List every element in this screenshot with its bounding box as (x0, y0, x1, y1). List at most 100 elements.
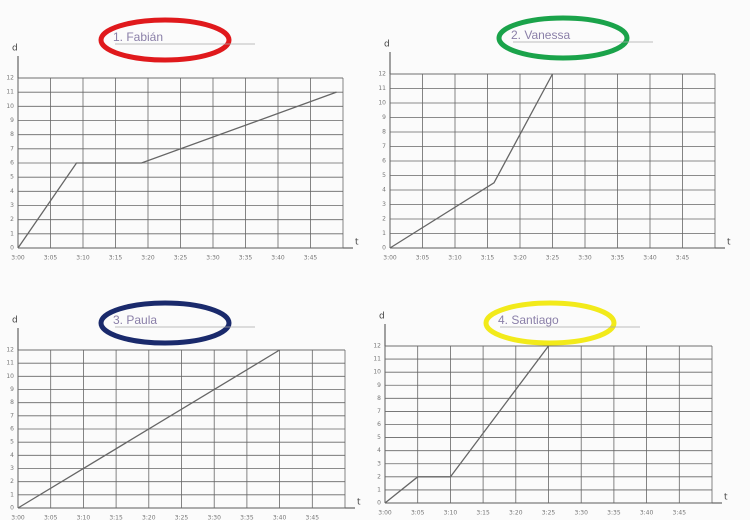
y-tick-label: 0 (382, 245, 386, 252)
y-tick-label: 11 (6, 360, 14, 367)
x-tick-label: 3:45 (676, 255, 690, 262)
y-tick-label: 6 (382, 158, 386, 165)
y-tick-label: 11 (6, 89, 14, 96)
y-tick-label: 7 (382, 143, 386, 150)
x-tick-label: 3:45 (304, 255, 318, 262)
y-axis-label: d (384, 40, 390, 50)
y-tick-label: 10 (6, 373, 14, 380)
x-tick-label: 3:30 (207, 515, 221, 520)
x-tick-label: 3:15 (476, 510, 490, 517)
y-tick-label: 2 (382, 216, 386, 223)
y-tick-label: 9 (10, 386, 14, 393)
x-axis-label: t (355, 238, 359, 248)
y-tick-label: 2 (10, 216, 14, 223)
x-tick-label: 3:40 (271, 255, 285, 262)
y-tick-label: 4 (10, 452, 14, 459)
y-tick-label: 2 (377, 473, 381, 480)
worksheet: 1. Fabiándt01234567891011123:003:053:103… (0, 0, 750, 520)
x-axis-label: t (724, 493, 728, 503)
chart-title: 4. Santiago (498, 313, 559, 327)
y-tick-label: 12 (6, 75, 14, 82)
y-tick-label: 1 (382, 230, 386, 237)
y-tick-label: 10 (6, 103, 14, 110)
chart-title: 2. Vanessa (511, 28, 570, 42)
chart-title: 1. Fabián (113, 30, 163, 44)
y-tick-label: 5 (377, 434, 381, 441)
x-tick-label: 3:40 (273, 515, 287, 520)
x-tick-label: 3:00 (383, 255, 397, 262)
x-tick-label: 3:35 (607, 510, 621, 517)
y-tick-label: 6 (10, 426, 14, 433)
y-tick-label: 4 (382, 187, 386, 194)
x-tick-label: 3:05 (411, 510, 425, 517)
x-tick-label: 3:25 (174, 255, 188, 262)
y-tick-label: 9 (377, 382, 381, 389)
x-tick-label: 3:35 (239, 255, 253, 262)
y-axis-label: d (12, 316, 18, 326)
x-tick-label: 3:25 (175, 515, 189, 520)
x-tick-label: 3:40 (643, 255, 657, 262)
y-tick-label: 2 (10, 478, 14, 485)
x-tick-label: 3:25 (542, 510, 556, 517)
y-axis-label: d (12, 44, 18, 54)
x-tick-label: 3:30 (578, 255, 592, 262)
y-tick-label: 10 (378, 100, 386, 107)
x-axis-label: t (727, 238, 731, 248)
y-tick-label: 5 (382, 172, 386, 179)
y-tick-label: 5 (10, 174, 14, 181)
x-tick-label: 3:00 (11, 255, 25, 262)
y-tick-label: 8 (377, 395, 381, 402)
y-axis-label: d (379, 312, 385, 322)
y-tick-label: 1 (10, 230, 14, 237)
x-tick-label: 3:20 (141, 255, 155, 262)
x-tick-label: 3:00 (11, 515, 25, 520)
x-tick-label: 3:05 (44, 515, 58, 520)
y-tick-label: 4 (10, 188, 14, 195)
y-tick-label: 7 (10, 412, 14, 419)
y-tick-label: 3 (382, 201, 386, 208)
x-tick-label: 3:20 (509, 510, 523, 517)
x-tick-label: 3:30 (206, 255, 220, 262)
y-tick-label: 8 (382, 129, 386, 136)
y-tick-label: 12 (6, 347, 14, 354)
y-tick-label: 12 (378, 71, 386, 78)
x-tick-label: 3:10 (76, 255, 90, 262)
x-tick-label: 3:00 (378, 510, 392, 517)
y-tick-label: 1 (10, 491, 14, 498)
y-tick-label: 8 (10, 399, 14, 406)
y-tick-label: 12 (373, 343, 381, 350)
y-tick-label: 1 (377, 486, 381, 493)
x-tick-label: 3:15 (109, 515, 123, 520)
x-tick-label: 3:10 (77, 515, 91, 520)
y-tick-label: 0 (10, 245, 14, 252)
y-tick-label: 9 (382, 114, 386, 121)
x-tick-label: 3:10 (448, 255, 462, 262)
x-tick-label: 3:45 (306, 515, 320, 520)
y-tick-label: 6 (377, 421, 381, 428)
y-tick-label: 8 (10, 131, 14, 138)
y-tick-label: 3 (377, 460, 381, 467)
y-tick-label: 7 (10, 145, 14, 152)
x-axis-label: t (357, 498, 361, 508)
y-tick-label: 5 (10, 439, 14, 446)
y-tick-label: 11 (373, 356, 381, 363)
y-tick-label: 0 (377, 500, 381, 507)
x-tick-label: 3:15 (481, 255, 495, 262)
x-tick-label: 3:30 (574, 510, 588, 517)
x-tick-label: 3:05 (44, 255, 58, 262)
y-tick-label: 0 (10, 505, 14, 512)
y-tick-label: 9 (10, 117, 14, 124)
x-tick-label: 3:40 (640, 510, 654, 517)
y-tick-label: 10 (373, 369, 381, 376)
x-tick-label: 3:35 (611, 255, 625, 262)
y-tick-label: 3 (10, 202, 14, 209)
x-tick-label: 3:20 (142, 515, 156, 520)
x-tick-label: 3:25 (546, 255, 560, 262)
x-tick-label: 3:05 (416, 255, 430, 262)
y-tick-label: 7 (377, 408, 381, 415)
x-tick-label: 3:35 (240, 515, 254, 520)
y-tick-label: 3 (10, 465, 14, 472)
y-tick-label: 6 (10, 160, 14, 167)
x-tick-label: 3:15 (109, 255, 123, 262)
x-tick-label: 3:20 (513, 255, 527, 262)
